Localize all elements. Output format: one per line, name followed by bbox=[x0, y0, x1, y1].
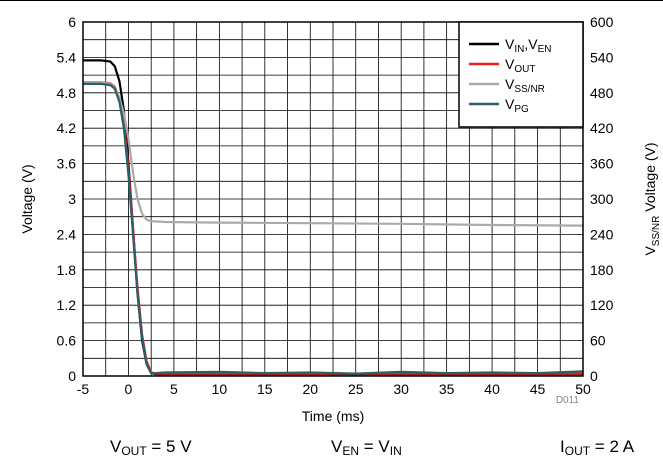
legend-label-vss: VSS/NR bbox=[505, 76, 545, 95]
x-tick-label: 30 bbox=[393, 381, 409, 397]
y2-title-main: V bbox=[642, 246, 658, 256]
y-tick-label: 4.8 bbox=[57, 85, 77, 101]
legend: VIN,VEN VOUT VSS/NR VPG bbox=[458, 21, 584, 128]
y-tick-label: 3.6 bbox=[57, 156, 77, 172]
y2-title-sub: SS/NR bbox=[651, 216, 662, 247]
y-tick-label: 4.2 bbox=[57, 120, 77, 136]
y-axis-title: Voltage (V) bbox=[19, 164, 35, 233]
y-tick-label: 2.4 bbox=[57, 226, 77, 242]
y2-tick-label: 420 bbox=[590, 120, 614, 136]
series-line-vpg bbox=[83, 82, 584, 375]
legend-label-vin: VIN,VEN bbox=[505, 36, 551, 55]
plot-frame bbox=[82, 21, 584, 377]
x-tick-label: 40 bbox=[484, 381, 500, 397]
x-tick-label: 5 bbox=[170, 381, 178, 397]
y2-tick-label: 240 bbox=[590, 226, 614, 242]
y-tick-label: 6 bbox=[68, 14, 76, 30]
y2-tick-label: 540 bbox=[590, 49, 614, 65]
x-tick-label: -5 bbox=[77, 381, 90, 397]
condition-iout: IOUT = 2 A bbox=[560, 437, 635, 458]
y-tick-label: 1.2 bbox=[57, 297, 77, 313]
y2-tick-label: 60 bbox=[590, 333, 606, 349]
y-tick-label: 5.4 bbox=[57, 49, 77, 65]
y2-tick-label: 120 bbox=[590, 297, 614, 313]
legend-label-vpg: VPG bbox=[505, 96, 529, 115]
x-tick-label: 25 bbox=[348, 381, 364, 397]
y-tick-label: 0.6 bbox=[57, 333, 77, 349]
y2-title-rest: Voltage (V) bbox=[642, 142, 658, 215]
x-axis-title: Time (ms) bbox=[302, 408, 364, 424]
y2-tick-label: 180 bbox=[590, 262, 614, 278]
y2-axis-title: VSS/NR Voltage (V) bbox=[642, 142, 662, 255]
y2-tick-label: 0 bbox=[590, 368, 598, 384]
y-tick-label: 1.8 bbox=[57, 262, 77, 278]
y2-tick-label: 360 bbox=[590, 156, 614, 172]
series-group bbox=[83, 59, 584, 376]
chart-svg: -5 0 5 10 15 20 25 30 35 40 45 5000.61.21.82.433.64… bbox=[0, 0, 663, 424]
y2-tick-label: 600 bbox=[590, 14, 614, 30]
legend-box bbox=[458, 21, 584, 128]
legend-label-vout: VOUT bbox=[505, 56, 535, 75]
y2-tick-label: 480 bbox=[590, 85, 614, 101]
y2-tick-label: 300 bbox=[590, 191, 614, 207]
figure-code: D011 bbox=[556, 395, 580, 406]
condition-ven: VEN = VIN bbox=[331, 437, 402, 458]
x-tick-label: 10 bbox=[212, 381, 228, 397]
x-tick-label: 50 bbox=[575, 381, 591, 397]
x-tick-label: 20 bbox=[302, 381, 318, 397]
x-tick-label: 45 bbox=[530, 381, 546, 397]
tick-labels: -5 0 5 10 15 20 25 30 35 40 45 5000.61.21.82.433.64… bbox=[57, 14, 614, 397]
y-tick-label: 3 bbox=[68, 191, 76, 207]
condition-vout: VOUT = 5 V bbox=[110, 437, 192, 458]
x-tick-label: 15 bbox=[257, 381, 273, 397]
x-tick-label: 0 bbox=[125, 381, 133, 397]
x-tick-label: 35 bbox=[439, 381, 455, 397]
y-tick-label: 0 bbox=[68, 368, 76, 384]
